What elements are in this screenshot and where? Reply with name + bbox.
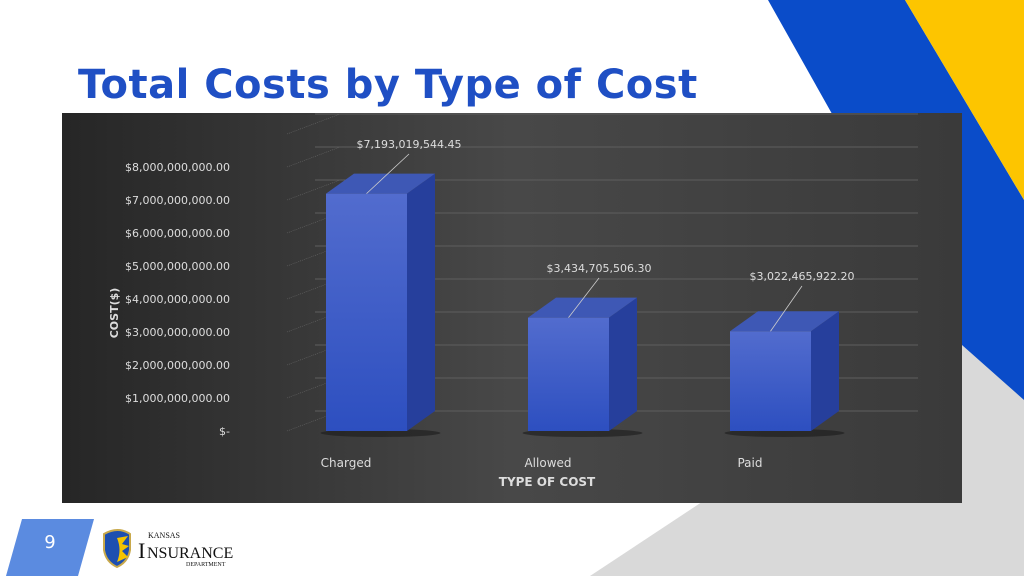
x-tick-label: Charged bbox=[321, 456, 372, 470]
y-tick-label: $8,000,000,000.00 bbox=[125, 161, 230, 174]
y-tick-label: $3,000,000,000.00 bbox=[125, 326, 230, 339]
x-axis-label: TYPE OF COST bbox=[499, 475, 596, 489]
svg-text:NSURANCE: NSURANCE bbox=[147, 545, 233, 562]
bar-top bbox=[528, 297, 637, 318]
gridline-depth bbox=[286, 344, 341, 366]
svg-text:I: I bbox=[138, 538, 145, 563]
y-tick-label: $1,000,000,000.00 bbox=[125, 392, 230, 405]
y-axis-label: COST($) bbox=[108, 288, 121, 339]
bar-side bbox=[609, 297, 637, 431]
gridline-depth bbox=[286, 377, 341, 399]
gridline-depth bbox=[286, 146, 341, 168]
gridline-depth bbox=[286, 245, 341, 267]
data-label: $3,022,465,922.20 bbox=[750, 270, 855, 283]
gridline-depth bbox=[286, 311, 341, 333]
chart-background bbox=[62, 113, 962, 503]
bar-side bbox=[407, 173, 435, 431]
data-label-leader bbox=[770, 285, 803, 332]
gridline-depth bbox=[286, 278, 341, 300]
bar-side bbox=[811, 311, 839, 431]
bar-top bbox=[730, 311, 839, 332]
page-number: 9 bbox=[44, 532, 56, 553]
bar-top bbox=[326, 173, 435, 194]
y-tick-label: $- bbox=[219, 425, 230, 438]
data-label: $3,434,705,506.30 bbox=[547, 262, 652, 275]
data-label-leader bbox=[366, 153, 410, 194]
y-tick-label: $6,000,000,000.00 bbox=[125, 227, 230, 240]
yellow-stripe bbox=[905, 0, 1024, 200]
svg-text:DEPARTMENT: DEPARTMENT bbox=[186, 562, 226, 568]
x-tick-label: Allowed bbox=[524, 456, 571, 470]
gridline-depth bbox=[286, 179, 341, 201]
y-tick-label: $5,000,000,000.00 bbox=[125, 260, 230, 273]
cost-chart: $- $1,000,000,000.00 $2,000,000,000.00 $3,0… bbox=[62, 113, 962, 503]
data-label: $7,193,019,544.45 bbox=[357, 138, 462, 151]
y-tick-label: $4,000,000,000.00 bbox=[125, 293, 230, 306]
shield-icon bbox=[103, 529, 131, 568]
gridline-depth bbox=[286, 212, 341, 234]
bar-allowed bbox=[528, 317, 609, 431]
bar-paid bbox=[730, 331, 811, 431]
data-label-leader bbox=[568, 277, 600, 318]
x-tick-label: Paid bbox=[737, 456, 762, 470]
kansas-insurance-logo: I NSURANCE KANSAS DEPARTMENT bbox=[103, 529, 233, 568]
svg-text:KANSAS: KANSAS bbox=[148, 531, 180, 540]
slide-title: Total Costs by Type of Cost bbox=[78, 62, 698, 108]
page-number-badge bbox=[6, 519, 94, 576]
y-tick-label: $2,000,000,000.00 bbox=[125, 359, 230, 372]
y-tick-label: $7,000,000,000.00 bbox=[125, 194, 230, 207]
gridline-depth bbox=[286, 410, 341, 432]
bar-charged bbox=[326, 193, 407, 431]
gridline-depth bbox=[286, 113, 341, 135]
